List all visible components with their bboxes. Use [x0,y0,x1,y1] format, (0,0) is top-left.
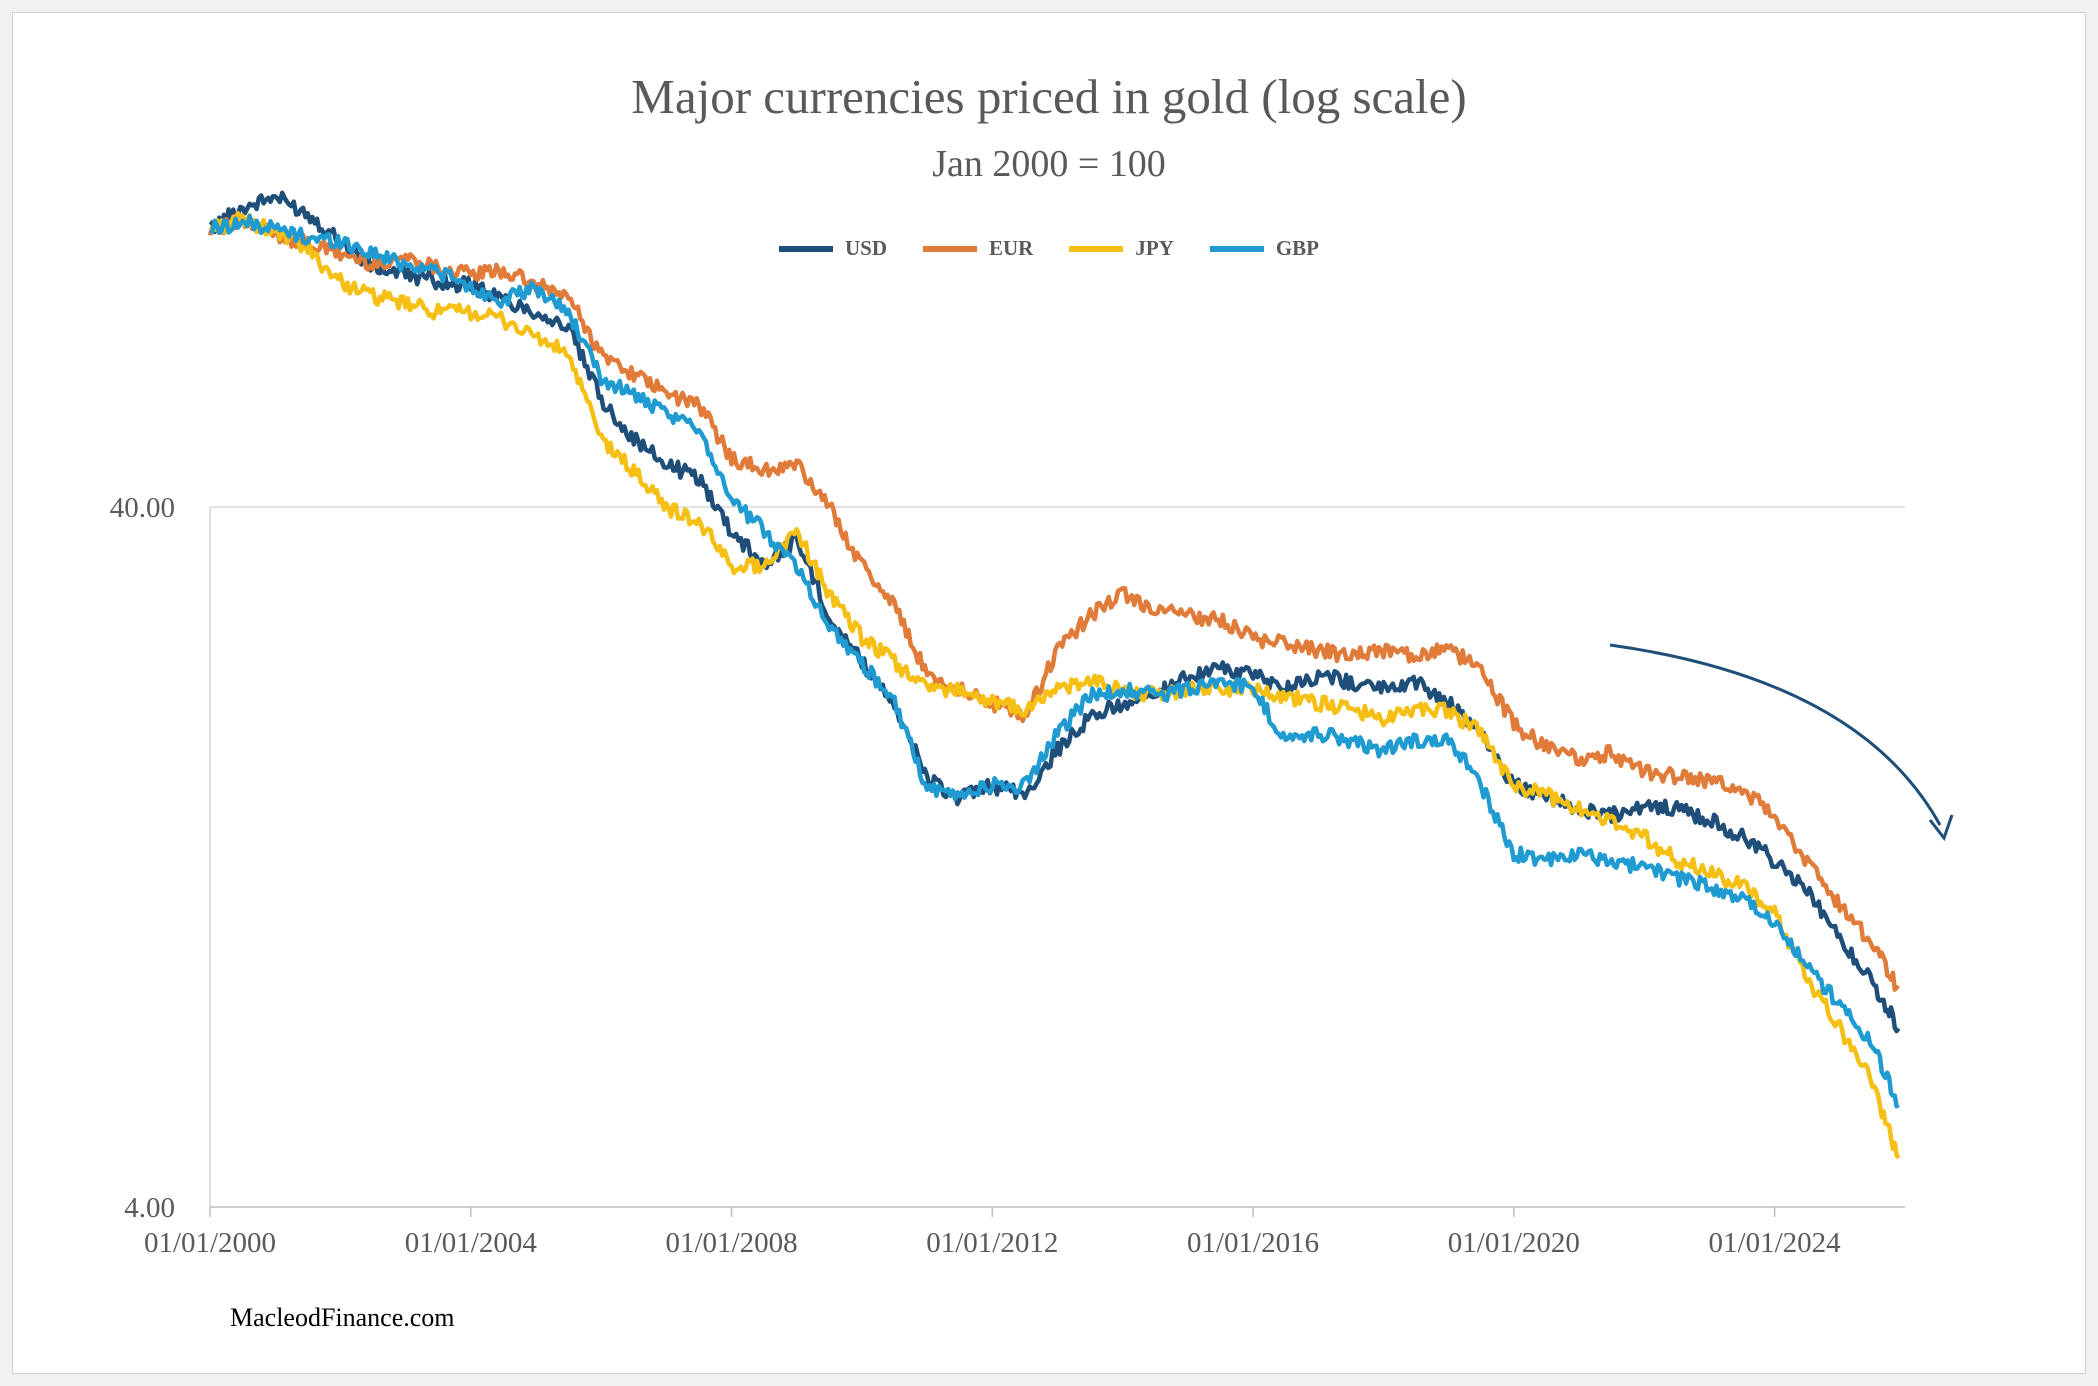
annotation-arrow [1609,643,1942,826]
x-tick-label-3: 01/01/2012 [926,1227,1058,1259]
legend-swatch-eur [923,245,977,252]
series-line-gbp [209,213,1900,1109]
chart-subtitle: Jan 2000 = 100 [932,143,1166,185]
legend-item-gbp: GBP [1209,236,1320,261]
series-line-eur [207,213,1900,992]
legend-swatch-jpy [1069,245,1124,252]
y-tick-label-1: 4.00 [124,1192,175,1224]
x-tick-label-0: 01/01/2000 [144,1227,276,1259]
x-tick-label-5: 01/01/2020 [1448,1227,1580,1259]
legend-label-usd: USD [844,236,887,260]
series-line-jpy [209,210,1901,1160]
x-tick-label-2: 01/01/2008 [665,1227,797,1259]
x-tick-label-1: 01/01/2004 [405,1227,538,1259]
credit-text: MacleodFinance.com [230,1303,455,1332]
y-tick-label-0: 40.00 [110,492,175,524]
legend-item-jpy: JPY [1069,236,1174,261]
chart-title: Major currencies priced in gold (log sca… [631,69,1467,124]
legend-label-jpy: JPY [1135,236,1174,260]
legend-item-eur: EUR [923,236,1033,261]
legend-swatch-usd [778,245,833,252]
legend-label-eur: EUR [989,236,1034,260]
series-line-usd [208,190,1901,1034]
legend: USD EUR JPY GBP [0,236,2098,261]
legend-label-gbp: GBP [1275,236,1320,260]
legend-swatch-gbp [1209,245,1264,252]
x-tick-label-4: 01/01/2016 [1187,1227,1319,1259]
annotation-arrowhead [1928,814,1954,842]
legend-item-usd: USD [778,236,887,261]
x-tick-label-6: 01/01/2024 [1709,1227,1842,1259]
